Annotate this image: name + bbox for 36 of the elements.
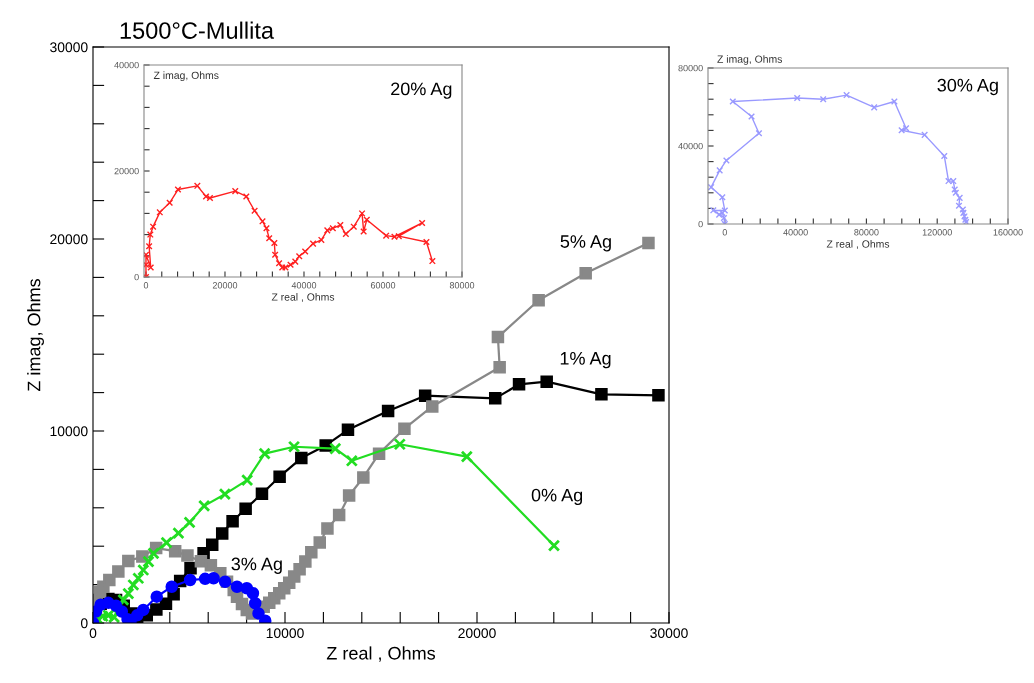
x-axis-title: Z real , Ohms bbox=[271, 293, 335, 302]
y-tick-label: 80000 bbox=[678, 64, 703, 72]
series-label: 5% Ag bbox=[560, 235, 611, 252]
x-tick-label: 0 bbox=[722, 229, 727, 236]
x-tick-label: 160000 bbox=[993, 229, 1023, 236]
y-tick-label: 40000 bbox=[114, 61, 139, 69]
x-tick-label: 0 bbox=[89, 628, 97, 639]
y-tick-label: 0 bbox=[80, 618, 88, 629]
x-tick-label: 120000 bbox=[922, 229, 952, 236]
x-tick-label: 60000 bbox=[370, 282, 396, 289]
y-tick-label: 30000 bbox=[50, 42, 88, 53]
x-tick-label: 80000 bbox=[854, 229, 879, 236]
annotation: 20% Ag bbox=[391, 82, 452, 99]
y-tick-label: 0 bbox=[698, 220, 703, 228]
x-tick-label: 20000 bbox=[458, 628, 496, 639]
y-axis-title: Z imag, Ohms bbox=[27, 278, 44, 392]
x-tick-label: 30000 bbox=[650, 628, 688, 639]
chart-title: 1500°C-Mullita bbox=[120, 21, 275, 39]
series-label: 3% Ag bbox=[231, 557, 282, 574]
y-axis-title: Z imag, Ohms bbox=[717, 55, 783, 65]
x-tick-label: 40000 bbox=[291, 282, 317, 289]
annotation: 30% Ag bbox=[937, 78, 998, 96]
x-tick-label: 20000 bbox=[212, 282, 238, 289]
y-tick-label: 0 bbox=[134, 273, 139, 281]
x-tick-label: 40000 bbox=[783, 229, 808, 236]
y-axis-title: Z imag, Ohms bbox=[153, 71, 219, 82]
x-axis-title: Z real , Ohms bbox=[326, 646, 436, 662]
y-tick-label: 10000 bbox=[50, 426, 88, 437]
series-label: 0% Ag bbox=[531, 488, 583, 506]
x-tick-label: 0 bbox=[143, 282, 149, 289]
series-label: 1% Ag bbox=[560, 352, 611, 369]
y-tick-label: 40000 bbox=[678, 142, 703, 150]
x-tick-label: 10000 bbox=[266, 628, 304, 639]
x-tick-label: 80000 bbox=[449, 282, 475, 289]
y-tick-label: 20000 bbox=[114, 167, 139, 175]
x-axis-title: Z real , Ohms bbox=[826, 240, 890, 249]
